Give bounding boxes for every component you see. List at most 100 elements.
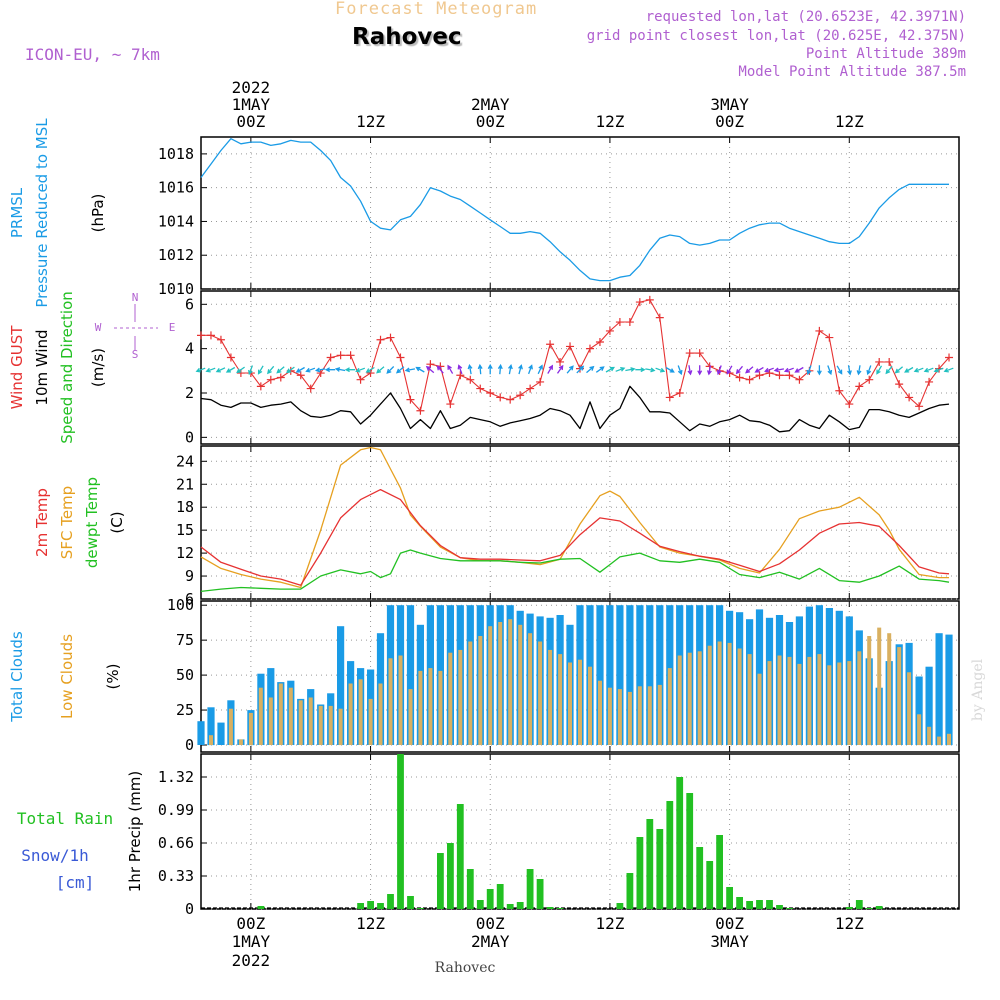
precip-bar	[766, 900, 773, 909]
total-cloud-bar	[406, 605, 415, 745]
wind-direction-arrow	[314, 367, 326, 373]
precip-bar	[397, 754, 404, 909]
low-cloud-bar	[657, 684, 662, 745]
precip-bar	[387, 894, 394, 909]
footer-location: Rahovec	[435, 960, 496, 976]
total-cloud-bar	[606, 605, 614, 745]
wind-direction-arrow	[586, 365, 595, 374]
gust-point	[476, 384, 485, 393]
wind-direction-arrow	[376, 366, 385, 374]
time-label-bottom: 12Z	[356, 914, 385, 933]
wind-direction-arrow	[477, 363, 483, 375]
wind-direction-arrow	[415, 366, 425, 373]
wind-direction-arrow	[706, 365, 712, 376]
gust-point	[925, 377, 934, 386]
precip-bar	[716, 835, 723, 909]
precip-bar	[875, 906, 883, 909]
low-cloud-bar	[937, 736, 942, 745]
wind-direction-arrow	[395, 366, 405, 374]
low-cloud-bar	[308, 697, 313, 745]
gust-point	[645, 295, 654, 304]
wind-direction-arrow	[497, 363, 503, 375]
wind-direction-arrow	[447, 364, 454, 374]
low-cloud-bar	[468, 641, 473, 745]
temperature-ytick-label: 9	[185, 567, 194, 585]
precip-bar	[456, 804, 464, 909]
total-cloud-bar	[915, 676, 923, 745]
gust-point	[755, 371, 764, 380]
gust-point	[486, 389, 495, 397]
wind-direction-arrow	[943, 367, 954, 373]
wind-ylabel: 10m Wind	[33, 329, 51, 405]
low-cloud-bar	[488, 626, 493, 745]
low-cloud-bar	[248, 712, 253, 746]
pressure-ytick-label: 1010	[158, 280, 194, 298]
temperature-ylabel: (C)	[108, 511, 126, 533]
wind-direction-arrow	[425, 365, 435, 374]
date-label-top: 1MAY	[232, 95, 271, 114]
temperature-ytick-label: 15	[176, 521, 194, 539]
clouds-ytick-label: 100	[167, 596, 194, 614]
low-cloud-bar	[278, 683, 283, 745]
low-cloud-bar	[767, 661, 772, 745]
temperature-ytick-label: 24	[176, 452, 194, 470]
wind-direction-arrow	[933, 367, 944, 373]
clouds-ytick-label: 25	[176, 701, 194, 719]
date-label-bottom: 3MAY	[710, 932, 749, 951]
precip-bar	[746, 901, 753, 909]
wind-ylabel: Wind GUST	[8, 325, 26, 410]
low-cloud-bar	[448, 652, 453, 745]
low-cloud-bar	[777, 655, 782, 745]
low-cloud-bar	[368, 698, 373, 745]
low-cloud-bar	[328, 705, 333, 745]
wind-direction-arrow	[866, 365, 872, 376]
precip-ytick-label: 0.99	[158, 801, 194, 819]
time-label-bottom: 12Z	[595, 914, 624, 933]
wind-direction-arrow	[716, 365, 722, 376]
gust-point	[595, 338, 604, 346]
temperature-ytick-label: 21	[176, 475, 194, 493]
wind-direction-arrow	[487, 363, 493, 375]
total-cloud-bar	[636, 605, 644, 745]
low-cloud-bar	[298, 700, 303, 745]
temp-line-1	[200, 446, 949, 589]
low-cloud-bar	[538, 641, 543, 745]
pressure-ytick-label: 1016	[158, 179, 194, 197]
clouds-ylabel: Total Clouds	[8, 631, 26, 723]
gust-point	[326, 353, 335, 362]
low-cloud-bar	[238, 739, 243, 745]
low-cloud-bar	[578, 659, 582, 745]
precip-bar	[646, 819, 654, 909]
precip-bar	[516, 902, 524, 909]
gust-point	[775, 371, 784, 380]
gust-point	[526, 384, 535, 393]
gust-point	[256, 382, 265, 391]
low-cloud-bar	[697, 651, 702, 745]
wind-direction-arrow	[904, 366, 914, 373]
precip-bar	[407, 896, 414, 909]
low-cloud-bar	[847, 661, 852, 745]
wind-direction-arrow	[467, 363, 473, 375]
gust-point	[226, 353, 235, 362]
clouds-ytick-label: 75	[176, 631, 194, 649]
pressure-line	[200, 138, 949, 282]
precip-ytick-label: 0.66	[158, 834, 194, 852]
low-cloud-bar	[717, 641, 722, 745]
low-cloud-bar	[378, 683, 383, 745]
low-cloud-bar	[398, 655, 403, 745]
wind-direction-arrow	[537, 364, 543, 375]
low-cloud-bar	[588, 666, 592, 745]
legend-snow: Snow/1h	[21, 846, 88, 865]
gust-point	[585, 344, 594, 353]
wind-direction-arrow	[276, 366, 285, 374]
wind-direction-arrow	[856, 365, 862, 376]
gust-point	[825, 333, 834, 342]
gust-point	[516, 391, 525, 400]
precip-bar	[666, 801, 674, 909]
precip-bar	[486, 889, 494, 909]
wind-direction-arrow	[735, 365, 743, 375]
low-cloud-bar	[607, 687, 612, 745]
wind-direction-arrow	[355, 367, 366, 373]
requested-coords: requested lon,lat (20.6523E, 42.3971N)	[645, 9, 966, 25]
gust-point	[895, 380, 904, 389]
